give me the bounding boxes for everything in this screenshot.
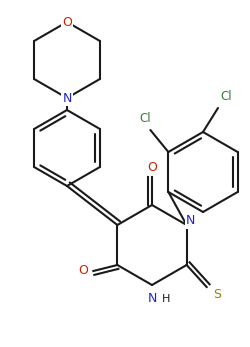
Text: N: N: [62, 92, 72, 104]
Text: Cl: Cl: [140, 111, 151, 125]
Text: O: O: [147, 161, 157, 174]
Text: N: N: [186, 214, 195, 228]
Text: O: O: [78, 264, 88, 278]
Text: O: O: [62, 16, 72, 28]
Text: H: H: [162, 294, 170, 304]
Text: Cl: Cl: [220, 90, 232, 102]
Text: N: N: [147, 293, 157, 305]
Text: S: S: [213, 288, 221, 302]
